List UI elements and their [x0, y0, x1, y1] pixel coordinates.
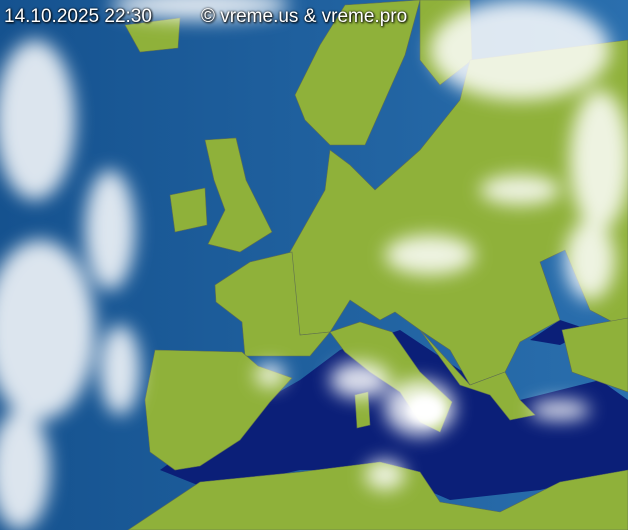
iceland [124, 17, 181, 53]
iberia [144, 349, 293, 471]
ireland [169, 187, 208, 233]
france [214, 251, 331, 357]
continental-europe [289, 39, 628, 386]
great-britain [204, 137, 273, 253]
copyright-label: © vreme.us & vreme.pro [201, 6, 408, 27]
north-africa [127, 461, 628, 530]
bright-cloud-core [407, 396, 443, 424]
scandinavia [294, 0, 421, 146]
land [124, 0, 628, 530]
turkey [561, 317, 628, 393]
timestamp-label: 14.10.2025 22:30 [4, 6, 152, 27]
